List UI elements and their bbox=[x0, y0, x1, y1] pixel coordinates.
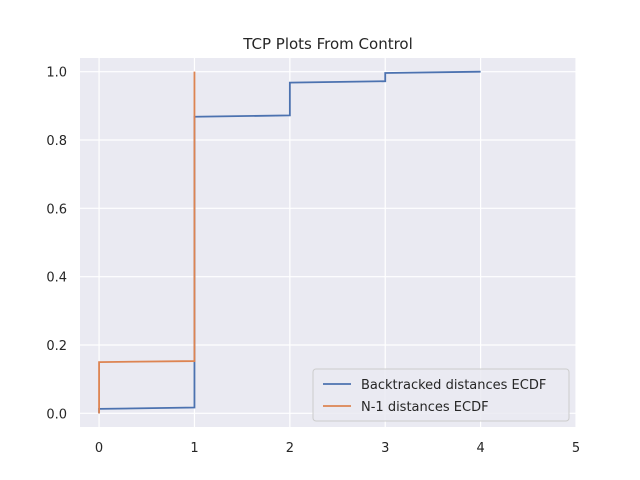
y-tick-label: 0.4 bbox=[46, 271, 67, 286]
x-tick-label: 5 bbox=[572, 441, 580, 456]
series-line-2 bbox=[98, 71, 196, 414]
series-line-1 bbox=[98, 70, 481, 414]
x-tick-label: 0 bbox=[95, 441, 103, 456]
y-tick-label: 1.0 bbox=[46, 66, 67, 81]
legend-box bbox=[312, 368, 570, 422]
legend: Backtracked distances ECDF N-1 distances … bbox=[312, 368, 570, 422]
x-tick-label: 1 bbox=[190, 441, 198, 456]
y-tick-label: 0.0 bbox=[46, 407, 67, 422]
y-tick-label: 0.2 bbox=[46, 339, 67, 354]
plot-background bbox=[80, 58, 576, 427]
x-tick-label: 4 bbox=[476, 441, 484, 456]
chart-title: TCP Plots From Control bbox=[242, 35, 413, 53]
y-tick-label: 0.8 bbox=[46, 134, 67, 149]
y-axis: 0.0 0.2 0.4 0.6 0.8 1.0 bbox=[46, 66, 67, 423]
legend-label: N-1 distances ECDF bbox=[361, 400, 489, 415]
x-axis: 0 1 2 3 4 5 bbox=[95, 441, 580, 456]
series-layer bbox=[98, 70, 481, 414]
x-tick-label: 2 bbox=[286, 441, 294, 456]
legend-label: Backtracked distances ECDF bbox=[361, 378, 546, 393]
y-tick-label: 0.6 bbox=[46, 202, 67, 217]
x-tick-label: 3 bbox=[381, 441, 389, 456]
